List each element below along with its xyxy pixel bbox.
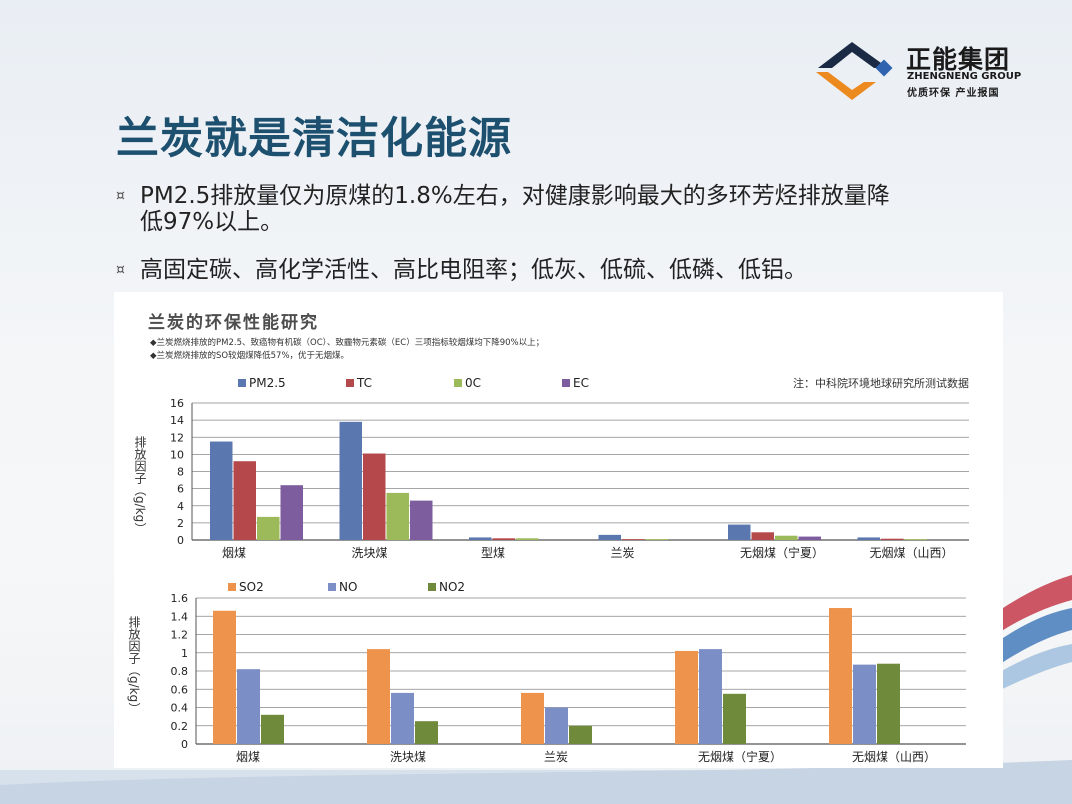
bar: [261, 714, 284, 744]
y-tick-label: 1.6: [171, 592, 189, 605]
bar: [798, 536, 821, 540]
y-tick-label: 0.8: [171, 665, 189, 678]
bar: [622, 539, 645, 540]
company-logo: 正能集团 ZHENGNENG GROUP 优质环保 产业报国: [812, 38, 1027, 104]
y-tick-label: 10: [170, 448, 184, 461]
legend-label: EC: [573, 376, 589, 390]
panel-title: 兰炭的环保性能研究: [148, 313, 319, 333]
bar: [829, 608, 852, 744]
bar: [516, 538, 539, 540]
bar: [723, 693, 746, 744]
bar: [904, 539, 927, 540]
y-tick-label: 2: [177, 517, 184, 530]
bar: [233, 461, 256, 540]
bar: [881, 538, 904, 540]
bullet-line: 高固定碳、高化学活性、高比电阻率；低灰、低硫、低磷、低铝。: [140, 257, 807, 283]
x-tick-label: 烟煤: [236, 750, 260, 764]
y-tick-label: 14: [170, 414, 184, 427]
bar: [213, 610, 236, 744]
logo-slogan: 优质环保 产业报国: [907, 88, 1000, 99]
bar: [492, 538, 515, 540]
y-tick-label: 6: [177, 483, 184, 496]
x-tick-label: 无烟煤（山西）: [870, 546, 954, 560]
legend-label: 0C: [465, 376, 481, 390]
bar: [280, 485, 303, 540]
y-tick-label: 12: [170, 431, 184, 444]
x-tick-label: 型煤: [481, 546, 505, 560]
legend-label: PM2.5: [249, 376, 286, 390]
bar: [367, 649, 390, 744]
bar: [853, 664, 876, 744]
legend-swatch: [454, 379, 462, 387]
bar: [545, 707, 568, 744]
bar: [521, 692, 544, 744]
bar: [363, 453, 386, 540]
logo-name: 正能集团: [906, 45, 1011, 74]
y-tick-label: 4: [177, 500, 184, 513]
legend-label: SO2: [239, 580, 264, 594]
bar: [728, 524, 751, 540]
logo-mark-icon: [816, 42, 893, 100]
legend-swatch: [428, 583, 436, 591]
legend-swatch: [346, 379, 354, 387]
x-tick-label: 洗块煤: [352, 546, 388, 560]
bullet-marker-icon: ¤: [116, 262, 125, 278]
bar: [415, 721, 438, 744]
bullet-marker-icon: ¤: [116, 188, 125, 204]
y-axis-label: 排放因子（g/kg）: [133, 436, 147, 535]
y-tick-label: 1.4: [171, 610, 189, 623]
bar: [877, 663, 900, 744]
chart-emission-pm: 0 2 4 6 8 10 12 14 16 排放因子（g/kg） 烟煤 洗块煤 型煤 兰炭 无烟煤（宁夏） 无…: [133, 376, 969, 560]
bar: [751, 532, 774, 540]
legend-swatch: [562, 379, 570, 387]
bullet-line: 低97%以上。: [140, 209, 284, 235]
bar: [675, 650, 698, 744]
logo-english: ZHENGNENG GROUP: [907, 71, 1022, 82]
bullet-line: PM2.5排放量仅为原煤的1.8%左右，对健康影响最大的多环芳烃排放量降: [140, 183, 890, 209]
y-tick-label: 1.2: [171, 629, 189, 642]
legend-label: NO2: [439, 580, 465, 594]
y-tick-label: 0: [181, 738, 188, 751]
y-axis-label: 排放因子（g/kg）: [127, 616, 141, 715]
x-tick-label: 兰炭: [611, 546, 635, 560]
bar: [857, 537, 880, 540]
x-tick-label: 无烟煤（宁夏）: [740, 545, 824, 560]
bar: [410, 500, 433, 540]
y-tick-label: 0.2: [171, 720, 189, 733]
legend-swatch: [328, 583, 336, 591]
bar: [386, 492, 409, 540]
x-tick-label: 无烟煤（宁夏）: [698, 749, 782, 764]
bar: [569, 725, 592, 744]
bar: [257, 516, 280, 540]
legend-label: TC: [356, 376, 372, 390]
bar: [645, 539, 668, 540]
legend-swatch: [238, 379, 246, 387]
x-tick-label: 无烟煤（山西）: [852, 750, 936, 764]
chart-panel: 兰炭的环保性能研究 ◆兰炭燃烧排放的PM2.5、致癌物有机碳（OC）、致霾物元素…: [114, 292, 1003, 768]
bar: [775, 535, 798, 540]
y-tick-label: 0.4: [171, 702, 189, 715]
bar: [237, 669, 260, 744]
bar: [699, 649, 722, 744]
bar: [391, 692, 414, 744]
panel-note: ◆兰炭燃烧排放的PM2.5、致癌物有机碳（OC）、致霾物元素碳（EC）三项指标较…: [150, 338, 545, 348]
x-tick-label: 烟煤: [222, 546, 246, 560]
y-tick-label: 1: [181, 647, 188, 660]
y-tick-label: 8: [177, 466, 184, 479]
chart-emission-gas: 0 0.2 0.4 0.6 0.8 1 1.2 1.4 1.6 排放因子（g/kg） 烟煤 洗块煤 兰炭…: [127, 580, 966, 764]
y-tick-label: 16: [170, 397, 184, 410]
bar: [469, 537, 492, 540]
y-tick-label: 0.6: [171, 683, 189, 696]
x-tick-label: 洗块煤: [390, 750, 426, 764]
panel-note: ◆兰炭燃烧排放的SO较烟煤降低57%，优于无烟煤。: [150, 351, 350, 361]
legend-swatch: [228, 583, 236, 591]
bar: [210, 441, 233, 540]
y-tick-label: 0: [177, 534, 184, 547]
legend-label: NO: [339, 580, 357, 594]
bar: [339, 421, 362, 540]
bar: [598, 534, 621, 540]
slide-title: 兰炭就是清洁化能源: [116, 114, 512, 164]
x-tick-label: 兰炭: [544, 750, 568, 764]
source-note: 注：中科院环境地球研究所测试数据: [793, 376, 969, 390]
